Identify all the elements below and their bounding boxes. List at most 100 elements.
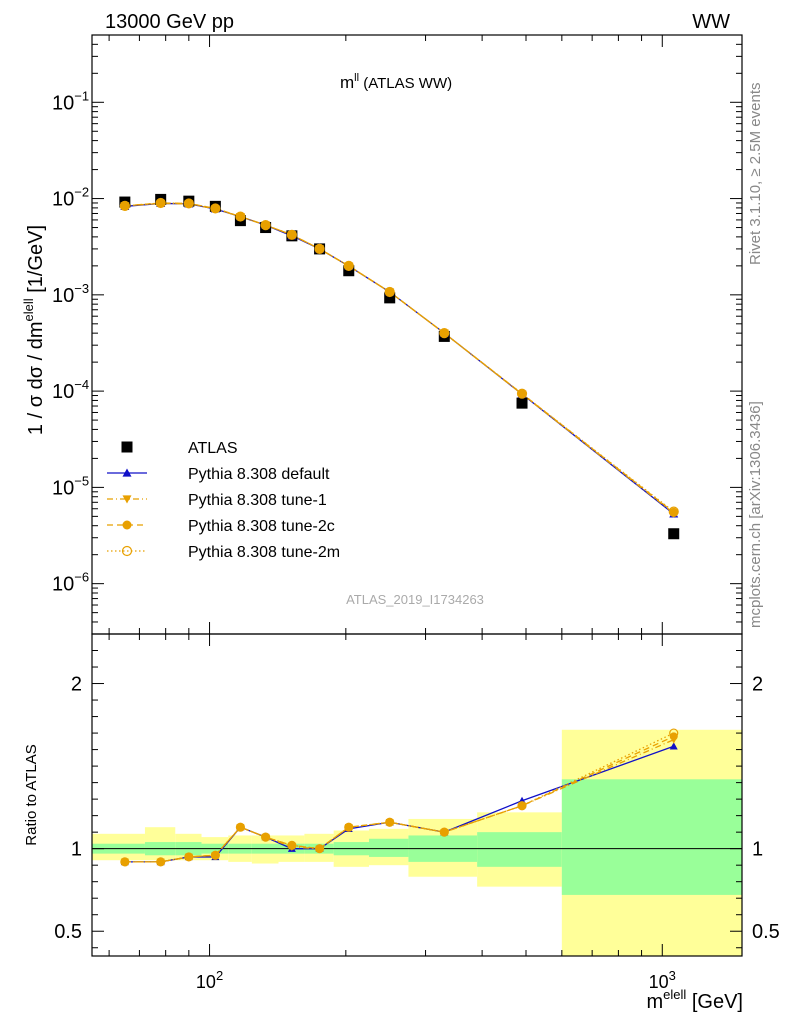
legend-label: Pythia 8.308 tune-2c — [188, 518, 335, 535]
mc-point — [439, 328, 450, 339]
ratio-point — [211, 851, 220, 860]
y-tick-label: 10−5 — [52, 473, 89, 499]
mc-point — [155, 197, 166, 209]
ratio-point — [517, 801, 527, 811]
data-point — [516, 397, 528, 409]
ratio-y-tick-label: 2 — [71, 674, 82, 696]
ratio-point — [669, 732, 678, 741]
mc-point — [119, 200, 130, 211]
y-tick-label: 10−4 — [52, 377, 89, 403]
ratio-point — [315, 844, 324, 853]
mc-point — [235, 212, 245, 222]
mc-point — [156, 198, 166, 208]
y-tick-label: 10−6 — [52, 570, 89, 596]
ratio-point — [120, 857, 129, 866]
ratio-point — [385, 818, 394, 827]
legend-marker — [121, 545, 133, 557]
legend-marker — [122, 468, 132, 477]
ratio-point — [669, 728, 679, 738]
ratio-point — [261, 832, 271, 842]
ratio-point — [261, 833, 270, 842]
header-right: WW — [692, 11, 730, 33]
mc-point — [210, 203, 220, 213]
mc-point — [517, 389, 527, 399]
y-tick-label: 10−2 — [52, 185, 89, 211]
ratio-point — [439, 827, 449, 837]
mc-point — [286, 229, 297, 240]
rivet-label: Rivet 3.1.10, ≥ 2.5M events — [747, 83, 764, 266]
analysis-watermark: ATLAS_2019_I1734263 — [346, 592, 484, 607]
ratio-point — [314, 844, 325, 854]
mc-point — [516, 388, 528, 399]
ratio-point — [440, 828, 449, 837]
ratio-point — [287, 840, 297, 850]
header-left: 13000 GeV pp — [105, 11, 234, 33]
data-point — [384, 292, 396, 304]
ratio-frame — [91, 633, 743, 957]
x-tick-label: 102 — [196, 968, 223, 992]
ratio-band-inner — [477, 832, 562, 867]
mc-point — [668, 506, 679, 517]
ratio-point — [184, 852, 194, 862]
ratio-y-tick-label-right: 1 — [752, 839, 763, 861]
main-y-label: 1 / σ dσ / dmelell [1/GeV] — [21, 225, 47, 435]
ratio-point — [156, 857, 166, 867]
mc-point — [315, 244, 325, 254]
ratio-y-tick-label: 1 — [71, 839, 82, 861]
ratio-band-inner — [368, 838, 409, 857]
legend-label: Pythia 8.308 tune-2m — [188, 544, 340, 561]
ratio-y-tick-label: 0.5 — [54, 921, 82, 943]
ratio-bands-layer — [92, 729, 742, 956]
legend-label: Pythia 8.308 tune-1 — [188, 492, 327, 509]
legend: ATLAS Pythia 8.308 default Pythia 8.308 tu… — [107, 440, 340, 561]
mc-point — [384, 286, 395, 298]
main-plot-title: mll (ATLAS WW) — [340, 72, 452, 92]
x-tick-label: 103 — [649, 968, 676, 992]
legend-marker — [122, 520, 132, 530]
ratio-point — [344, 823, 353, 832]
mc-point — [184, 198, 194, 208]
main-series-layer — [119, 193, 680, 540]
ratio-y-tick-label-right: 0.5 — [752, 921, 780, 943]
ratio-point — [156, 857, 165, 866]
legend-marker — [121, 441, 133, 453]
data-point — [668, 528, 680, 540]
legend-label: Pythia 8.308 default — [188, 466, 330, 483]
axes-layer: 102 103 10−6 10−5 10−4 10−3 10−2 10−1 0.5 0.5 1 1 2 2 — [52, 34, 780, 992]
ratio-point — [120, 857, 130, 867]
title-main: m — [340, 73, 354, 92]
ratio-y-tick-label-right: 2 — [752, 674, 763, 696]
mc-point — [344, 261, 354, 271]
ratio-point — [184, 852, 193, 861]
ratio-point — [287, 841, 296, 850]
ratio-point — [344, 822, 354, 832]
ratio-point — [518, 801, 527, 810]
ratio-point — [236, 823, 245, 832]
mc-point — [385, 287, 395, 297]
mc-point — [287, 230, 297, 240]
mc-point — [210, 203, 221, 214]
y-tick-label: 10−3 — [52, 281, 89, 307]
mc-point — [261, 220, 271, 230]
mc-point — [343, 260, 354, 271]
mc-point — [669, 507, 679, 517]
legend-marker — [122, 495, 132, 504]
mc-point — [439, 328, 449, 338]
title-sup: ll — [354, 72, 359, 84]
ratio-point — [669, 742, 678, 750]
x-axis-label: melell [GeV] — [647, 987, 744, 1013]
legend-label: ATLAS — [188, 440, 238, 457]
ratio-point — [210, 850, 220, 860]
mc-point — [314, 243, 325, 255]
mc-point — [260, 220, 271, 231]
mc-point — [235, 211, 246, 222]
ratio-series-layer — [120, 728, 679, 867]
ratio-point — [385, 817, 395, 827]
ratio-band-inner — [561, 779, 742, 895]
main-y-label-group: 1 / σ dσ / dmelell [1/GeV] — [21, 225, 47, 435]
mc-point — [183, 198, 194, 209]
mcplots-label: mcplots.cern.ch [arXiv:1306.3436] — [747, 401, 764, 628]
y-tick-label: 10−1 — [52, 88, 89, 114]
title-rest: (ATLAS WW) — [359, 75, 452, 92]
